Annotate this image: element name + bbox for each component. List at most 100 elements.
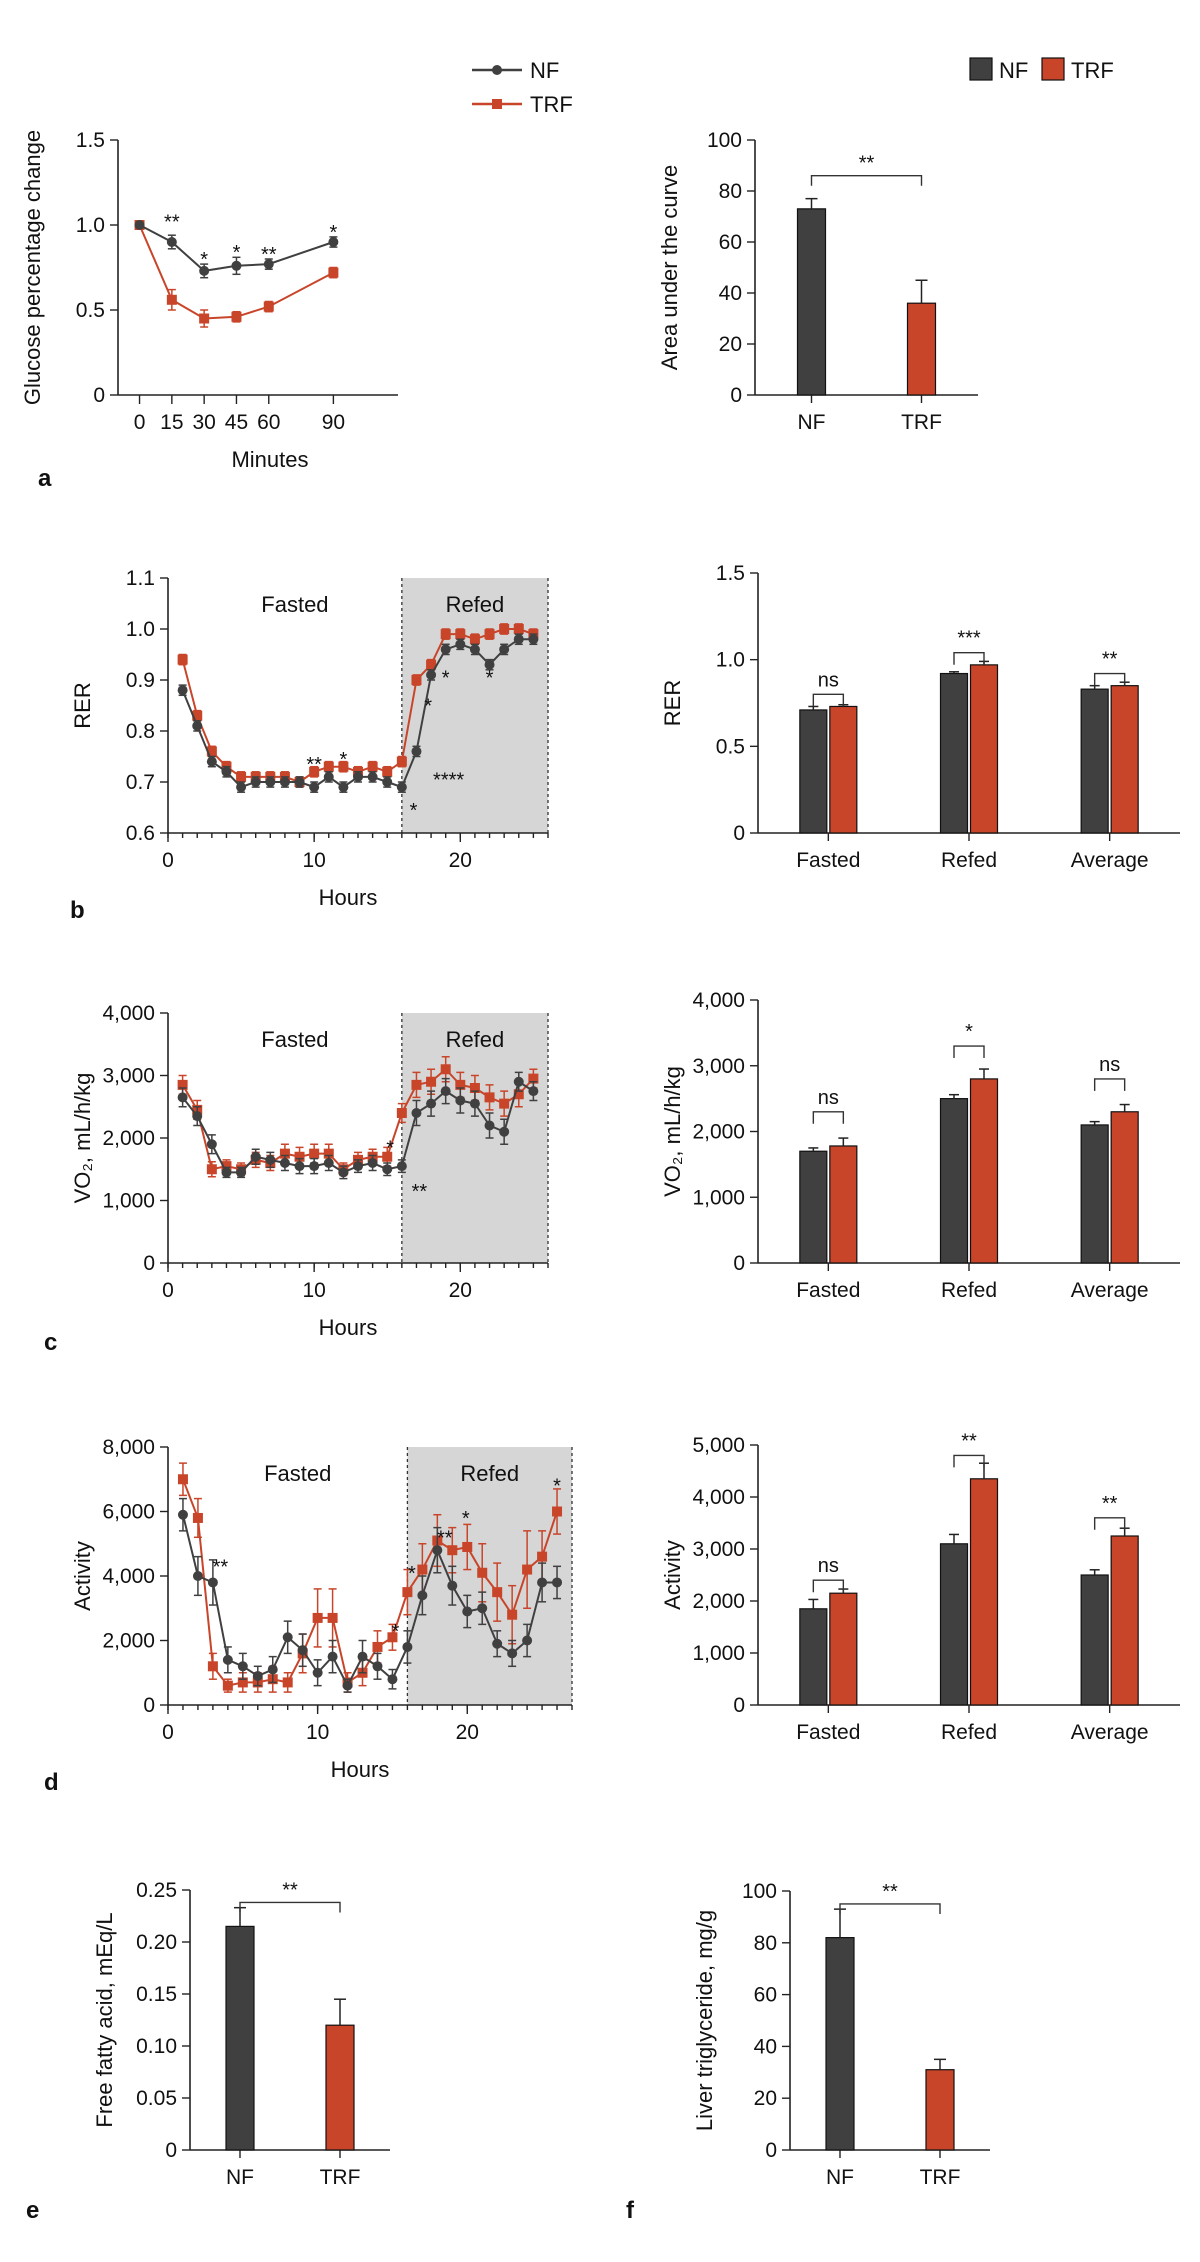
significance-mark: **	[306, 754, 322, 776]
y-tick-label: 1,000	[692, 1642, 745, 1665]
chart-a-line: 0 0.5 1.0 1.5 Glucose percentage change 0 15 30…	[20, 129, 398, 472]
chart-d-line: Fasted Refed 0 2,000 4,000 6,000 8,000 Activity…	[70, 1436, 573, 1782]
y-tick-label: 0.5	[716, 735, 745, 758]
x-tick-label: 0	[162, 1721, 174, 1744]
data-point-nf	[323, 1158, 334, 1168]
bar-nf	[799, 709, 828, 834]
bar-trf	[1110, 1111, 1139, 1264]
x-tick-label: 0	[162, 1279, 174, 1302]
data-point-nf	[338, 1167, 349, 1178]
y-tick-label: 60	[754, 1984, 777, 2007]
region-label-refed: Refed	[460, 1461, 519, 1486]
data-point-trf	[387, 1632, 398, 1643]
data-point-nf	[411, 746, 422, 757]
data-point-trf	[426, 1076, 437, 1087]
region-label-fasted: Fasted	[261, 592, 328, 617]
data-point-trf	[484, 629, 495, 640]
x-tick-label: 20	[456, 1721, 479, 1744]
data-point-nf	[267, 1664, 278, 1675]
data-point-nf	[426, 669, 437, 680]
data-point-nf	[537, 1577, 548, 1588]
y-tick-label: 100	[707, 129, 742, 152]
significance-bracket	[812, 1111, 845, 1124]
panel-letter-e: e	[26, 2197, 39, 2224]
significance-mark: **	[213, 1556, 229, 1578]
y-tick-label: 100	[742, 1880, 777, 1903]
bar-nf	[799, 1150, 828, 1264]
y-tick-label: 0	[733, 822, 745, 845]
data-point-nf	[294, 777, 305, 787]
bar-nf	[1080, 1574, 1109, 1706]
data-point-trf	[327, 1612, 338, 1623]
data-point-nf	[484, 659, 495, 670]
x-tick-label: Average	[1071, 1279, 1149, 1302]
data-point-nf	[177, 1092, 188, 1103]
x-tick-label: NF	[226, 2166, 254, 2189]
significance-bracket	[1093, 1078, 1126, 1091]
data-point-nf	[432, 1545, 443, 1556]
significance-bracket	[239, 1901, 341, 1913]
y-tick-label: 1,000	[102, 1190, 155, 1213]
data-point-nf	[522, 1635, 533, 1646]
y-tick-label: 3,000	[102, 1065, 155, 1088]
y-tick-label: 20	[719, 333, 742, 356]
data-point-nf	[265, 1154, 276, 1165]
y-tick-label: 0	[143, 1252, 155, 1275]
x-tick-label: Refed	[941, 849, 997, 872]
data-point-trf	[469, 1083, 480, 1093]
data-point-trf	[492, 1587, 503, 1598]
data-point-trf	[484, 1092, 495, 1103]
data-point-trf	[417, 1564, 428, 1575]
data-point-trf	[222, 1680, 233, 1691]
significance-bracket	[810, 174, 923, 186]
data-point-nf	[462, 1606, 473, 1617]
data-point-nf	[477, 1603, 488, 1614]
y-axis-title: Activity	[70, 1541, 95, 1611]
data-point-nf	[279, 777, 290, 787]
significance-mark: **	[412, 1181, 428, 1203]
y-axis-title: RER	[70, 682, 95, 728]
significance-mark: *	[410, 800, 418, 822]
data-point-nf	[199, 265, 210, 276]
y-tick-label: 1.1	[126, 567, 155, 590]
data-point-trf	[221, 1161, 232, 1172]
data-point-nf	[297, 1645, 308, 1656]
bar-trf	[829, 1592, 858, 1706]
significance-mark: ****	[433, 769, 464, 791]
x-axis-title: Minutes	[231, 447, 308, 472]
y-tick-label: 4,000	[102, 1002, 155, 1025]
x-tick-label: 20	[449, 1279, 472, 1302]
legend-marker-trf	[492, 99, 502, 109]
y-tick-label: 2,000	[102, 1127, 155, 1150]
data-point-nf	[134, 220, 145, 230]
y-axis-title: Liver triglyceride, mg/g	[692, 1910, 717, 2131]
significance-mark: **	[261, 244, 277, 266]
x-tick-label: 0	[134, 411, 146, 434]
data-point-trf	[522, 1564, 533, 1575]
bar-trf	[969, 1478, 999, 1706]
y-tick-label: 80	[754, 1932, 777, 1955]
y-axis-title: Glucose percentage change	[20, 130, 45, 405]
y-tick-label: 1.5	[716, 562, 745, 585]
data-point-nf	[528, 634, 539, 645]
y-tick-label: 8,000	[102, 1436, 155, 1459]
region-label-refed: Refed	[446, 592, 505, 617]
data-point-nf	[367, 771, 378, 782]
data-point-nf	[177, 1509, 188, 1520]
y-tick-label: 0.20	[136, 1931, 177, 1954]
y-tick-label: 1,000	[692, 1186, 745, 1209]
chart-c-bar: 0 1,000 2,000 3,000 4,000 VO₂, mL/h/kg Fasted n…	[660, 989, 1180, 1302]
bar-trf	[906, 302, 937, 396]
bar-trf	[325, 2024, 355, 2151]
data-point-nf	[222, 1654, 233, 1665]
y-tick-label: 0.6	[126, 822, 155, 845]
legend-label-nf: NF	[530, 58, 559, 83]
data-point-nf	[192, 720, 203, 731]
legend-label-trf: TRF	[530, 92, 573, 117]
y-tick-label: 80	[719, 180, 742, 203]
data-point-trf	[396, 756, 407, 767]
y-tick-label: 40	[719, 282, 742, 305]
x-tick-label: 20	[449, 849, 472, 872]
data-point-nf	[236, 782, 247, 793]
data-point-trf	[372, 1641, 383, 1652]
